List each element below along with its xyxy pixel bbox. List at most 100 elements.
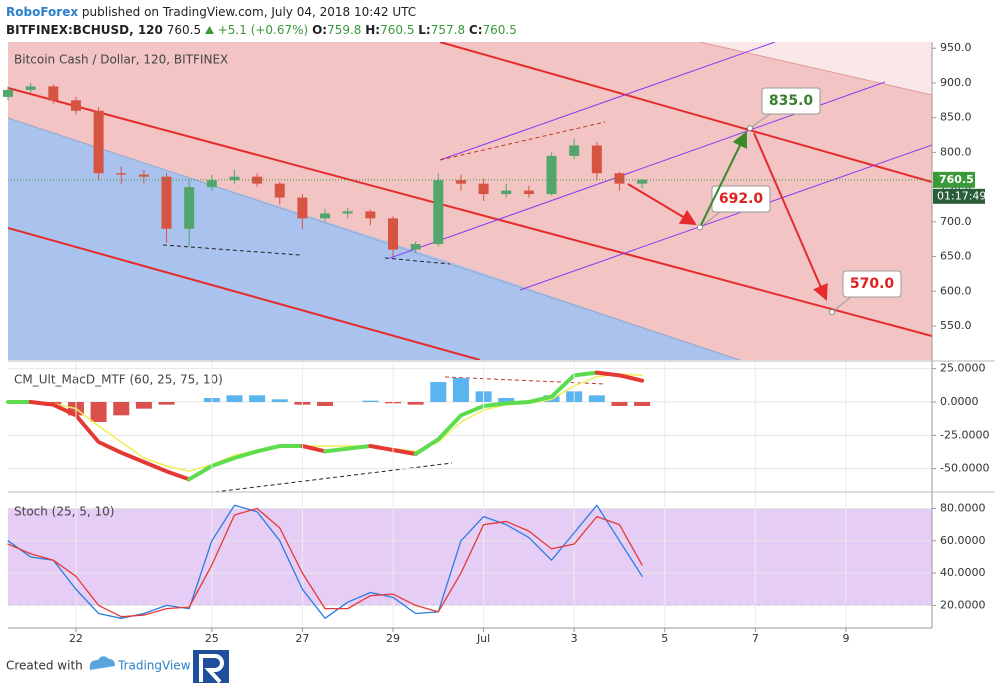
publisher[interactable]: RoboForex	[6, 5, 79, 19]
candle-body	[342, 211, 353, 214]
candle-body	[591, 145, 602, 174]
trend-line	[8, 87, 932, 337]
channel-drawings	[8, 42, 932, 360]
symbol: BITFINEX:BCHUSD, 120	[6, 23, 163, 37]
ohlc-value: 760.5	[380, 23, 415, 37]
x-tick-label: 9	[842, 632, 849, 645]
trend-line	[8, 227, 481, 360]
annotation-label: 570.0	[850, 276, 895, 292]
histogram-bar	[113, 402, 130, 416]
candle-body	[501, 190, 512, 195]
forecast-arrow	[627, 183, 697, 226]
histogram-bar	[611, 402, 628, 406]
histogram-bar	[249, 395, 266, 402]
stoch-band	[8, 508, 932, 606]
candle-body	[93, 110, 104, 174]
pitchfork-line	[439, 42, 776, 161]
x-tick-label: 3	[571, 632, 578, 645]
candle-body	[274, 183, 285, 198]
last-price-label: 760.5	[939, 173, 974, 186]
divergence-line	[444, 376, 606, 385]
header-line-1: RoboForex published on TradingView.com, …	[6, 3, 517, 21]
published-info: published on TradingView.com, July 04, 2…	[81, 5, 417, 19]
pane-title: Stoch (25, 5, 10)	[14, 505, 114, 519]
candle-body	[25, 86, 36, 90]
y-tick-label: 25.0000	[940, 362, 986, 375]
indicator-line	[7, 373, 643, 473]
annotation-label: 835.0	[769, 93, 814, 109]
x-tick-label: 27	[295, 632, 309, 645]
ohlc-value: 759.8	[327, 23, 362, 37]
candle-body	[388, 218, 398, 250]
footer-brand[interactable]: TradingView	[117, 659, 191, 673]
divergence-line	[439, 121, 606, 161]
candle-body	[161, 176, 172, 229]
candle-body	[3, 89, 13, 97]
y-tick-label: 600.0	[940, 284, 972, 297]
candle-body	[48, 86, 59, 101]
indicator-line	[594, 370, 645, 383]
histogram-bar	[452, 378, 469, 402]
candle-body	[206, 180, 217, 188]
candle-body	[410, 244, 421, 250]
histogram-bar	[135, 402, 152, 409]
candle-body	[546, 155, 557, 195]
histogram-bar	[317, 402, 334, 406]
annotation-point	[829, 309, 835, 316]
candle-body	[478, 183, 489, 195]
x-tick-label: 29	[386, 632, 400, 645]
annotation-pointer	[749, 113, 771, 129]
ohlc-label: C:	[468, 23, 483, 37]
x-tick-label: 25	[205, 632, 219, 645]
candle-body	[297, 197, 308, 219]
y-tick-label: 20.0000	[940, 598, 986, 611]
annotation-point	[697, 224, 703, 231]
plot: 550.0600.0650.0700.0750.0800.0850.0900.0…	[3, 41, 989, 645]
histogram-bar	[498, 398, 515, 402]
channel-edge	[699, 42, 932, 96]
forecast-arrow	[753, 132, 828, 301]
y-tick-label: 650.0	[940, 250, 972, 263]
trend-line	[439, 42, 932, 183]
ohlc-label: L:	[418, 23, 431, 37]
y-tick-label: 900.0	[940, 76, 972, 89]
pane-title: Bitcoin Cash / Dollar, 120, BITFINEX	[14, 53, 228, 67]
candle-body	[138, 174, 149, 177]
y-tick-label: 80.0000	[940, 502, 986, 515]
y-tick-label: 60.0000	[940, 534, 986, 547]
up-icon	[204, 26, 214, 34]
histogram-bar	[226, 395, 243, 402]
annotation-pointer	[699, 211, 721, 228]
candle-body	[433, 180, 444, 245]
header: RoboForex published on TradingView.com, …	[6, 3, 517, 39]
y-tick-label: 700.0	[940, 215, 972, 228]
y-tick-label: 550.0	[940, 319, 972, 332]
candle-body	[184, 187, 195, 229]
divergence-line	[214, 462, 453, 493]
ohlc-label: H:	[365, 23, 381, 37]
roboforex-logo-mark	[199, 654, 224, 683]
histogram-bar	[362, 400, 379, 402]
header-line-2: BITFINEX:BCHUSD, 120 760.5 +5.1 (+0.67%)…	[6, 21, 517, 39]
candle-body	[523, 190, 534, 195]
divergence-line	[384, 257, 451, 265]
x-tick-label: 7	[752, 632, 759, 645]
annotation-point	[747, 125, 753, 132]
candle-body	[614, 173, 625, 184]
x-tick-label: 22	[69, 632, 83, 645]
y-tick-label: 800.0	[940, 145, 972, 158]
candle-body	[637, 179, 648, 184]
indicator-line	[7, 507, 643, 618]
ohlc-label: O:	[312, 23, 328, 37]
x-tick-label: 5	[661, 632, 668, 645]
tv-logo	[89, 656, 115, 670]
histogram-bar	[588, 395, 605, 402]
x-tick-label: Jul	[476, 632, 490, 645]
y-tick-label: -50.0000	[940, 462, 989, 475]
annotation-box	[711, 185, 771, 213]
footer-created: Created with	[6, 659, 83, 673]
indicator-line	[7, 504, 643, 619]
indicator-line	[28, 400, 192, 482]
